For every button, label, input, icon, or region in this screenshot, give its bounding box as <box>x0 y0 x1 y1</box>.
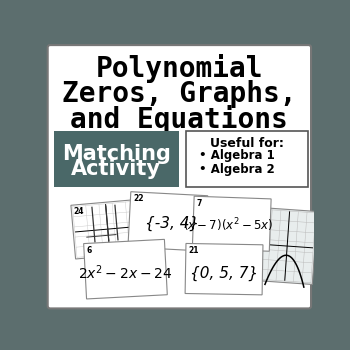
Text: $(x-7)(x^2-5x)$: $(x-7)(x^2-5x)$ <box>183 216 273 234</box>
Text: {-3, 4}: {-3, 4} <box>145 216 199 231</box>
Text: 22: 22 <box>133 194 144 203</box>
FancyBboxPatch shape <box>186 131 308 187</box>
Polygon shape <box>257 208 317 285</box>
Text: Polynomial: Polynomial <box>96 55 263 83</box>
Text: {0, 5, 7}: {0, 5, 7} <box>190 265 258 281</box>
Polygon shape <box>193 196 271 251</box>
Text: 24: 24 <box>74 208 84 216</box>
Text: 7: 7 <box>196 198 202 208</box>
FancyBboxPatch shape <box>54 131 178 187</box>
Text: Zeros, Graphs,: Zeros, Graphs, <box>62 80 297 108</box>
Text: 21: 21 <box>188 246 199 255</box>
FancyBboxPatch shape <box>48 45 311 308</box>
Polygon shape <box>128 192 208 251</box>
Text: Activity: Activity <box>71 159 161 179</box>
Text: Matching: Matching <box>62 144 171 164</box>
Text: $2x^2-2x-24$: $2x^2-2x-24$ <box>78 264 173 282</box>
Text: and Equations: and Equations <box>70 105 288 134</box>
Polygon shape <box>71 199 145 259</box>
Text: 6: 6 <box>86 246 91 255</box>
Text: • Algebra 2: • Algebra 2 <box>199 162 274 176</box>
Polygon shape <box>185 244 263 295</box>
Text: • Algebra 1: • Algebra 1 <box>199 149 274 162</box>
Text: Useful for:: Useful for: <box>210 137 284 150</box>
Polygon shape <box>84 239 167 299</box>
